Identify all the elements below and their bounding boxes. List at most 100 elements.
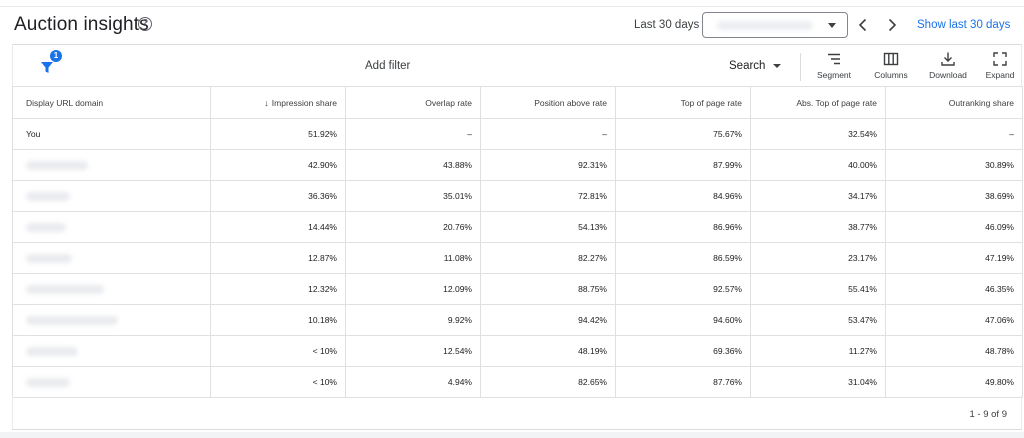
column-header-label: Impression share (271, 97, 337, 108)
auction-insights-table: Display URL domain ↓ Impression share Ove… (12, 86, 1023, 398)
display-url-domain-cell (12, 180, 211, 212)
column-header-top-of-page-rate[interactable]: Top of page rate (615, 86, 751, 119)
table-row: < 10% 4.94% 82.65% 87.76% 31.04% 49.80% (12, 366, 1023, 398)
column-header-position-above-rate[interactable]: Position above rate (480, 86, 616, 119)
metric-cell: 11.08% (345, 242, 481, 274)
segment-button[interactable]: Segment (807, 51, 861, 85)
metric-cell: 94.42% (480, 304, 616, 336)
date-range-label: Last 30 days (634, 19, 700, 31)
metric-cell: 38.77% (750, 211, 886, 243)
metric-cell: 36.36% (210, 180, 346, 212)
table-row: 12.87% 11.08% 82.27% 86.59% 23.17% 47.19% (12, 242, 1023, 274)
metric-cell: 86.59% (615, 242, 751, 274)
column-header-label: Position above rate (534, 97, 607, 108)
metric-cell: 84.96% (615, 180, 751, 212)
sort-descending-icon: ↓ (264, 97, 269, 108)
metric-cell: 92.57% (615, 273, 751, 305)
display-url-domain-cell (12, 366, 211, 398)
filter-icon[interactable] (39, 55, 59, 77)
metric-cell: – (885, 118, 1023, 150)
metric-cell: 55.41% (750, 273, 886, 305)
metric-cell: – (480, 118, 616, 150)
segment-label: Segment (816, 70, 852, 80)
column-header-overlap-rate[interactable]: Overlap rate (345, 86, 481, 119)
metric-cell: 82.27% (480, 242, 616, 274)
download-label: Download (929, 70, 967, 80)
network-select[interactable]: Search (729, 60, 782, 72)
pagination-info: 1 - 9 of 9 (969, 409, 1008, 420)
add-filter-button[interactable]: Add filter (365, 60, 411, 72)
column-header-label: Top of page rate (680, 97, 742, 108)
column-header-label: Abs. Top of page rate (796, 97, 877, 108)
table-footer: 1 - 9 of 9 (12, 396, 1022, 430)
expand-button[interactable]: Expand (973, 51, 1024, 85)
metric-cell: 48.78% (885, 335, 1023, 367)
metric-cell: 72.81% (480, 180, 616, 212)
filter-count-badge: 1 (50, 50, 62, 62)
metric-cell: 94.60% (615, 304, 751, 336)
metric-cell: < 10% (210, 366, 346, 398)
redacted-domain (26, 347, 78, 357)
chevron-left-icon[interactable] (855, 16, 871, 34)
show-last-30-days-link[interactable]: Show last 30 days (917, 19, 1011, 31)
metric-cell: 40.00% (750, 149, 886, 181)
display-url-domain-cell (12, 273, 211, 305)
metric-cell: 54.13% (480, 211, 616, 243)
metric-cell: – (345, 118, 481, 150)
redacted-domain (26, 192, 70, 202)
metric-cell: 46.35% (885, 273, 1023, 305)
column-header-impression-share[interactable]: ↓ Impression share (210, 86, 346, 119)
redacted-domain (26, 223, 66, 233)
metric-cell: 47.19% (885, 242, 1023, 274)
metric-cell: 51.92% (210, 118, 346, 150)
columns-button[interactable]: Columns (864, 51, 918, 85)
table-row: 14.44% 20.76% 54.13% 86.96% 38.77% 46.09% (12, 211, 1023, 243)
chevron-right-icon[interactable] (884, 16, 900, 34)
metric-cell: 53.47% (750, 304, 886, 336)
column-header-label: Overlap rate (425, 97, 472, 108)
column-header-label: Outranking share (948, 97, 1014, 108)
metric-cell: 43.88% (345, 149, 481, 181)
column-header-abs-top-of-page-rate[interactable]: Abs. Top of page rate (750, 86, 886, 119)
table-body: You 51.92% – –75.67% 32.54% –42.90% 43.88% 92.3… (12, 118, 1023, 398)
display-url-domain-cell (12, 242, 211, 274)
redacted-domain (26, 254, 72, 264)
columns-icon (883, 52, 899, 66)
metric-cell: 49.80% (885, 366, 1023, 398)
display-url-domain-cell (12, 211, 211, 243)
display-url-domain-cell (12, 304, 211, 336)
table-row: 42.90% 43.88% 92.31% 87.99% 40.00% 30.89% (12, 149, 1023, 181)
segment-icon (828, 53, 840, 65)
metric-cell: 92.31% (480, 149, 616, 181)
metric-cell: 86.96% (615, 211, 751, 243)
metric-cell: 12.54% (345, 335, 481, 367)
metric-cell: 35.01% (345, 180, 481, 212)
table-header-row: Display URL domain ↓ Impression share Ove… (12, 86, 1023, 119)
column-header-display-url-domain[interactable]: Display URL domain (12, 86, 211, 119)
date-range-select[interactable] (702, 12, 848, 38)
caret-down-icon (828, 23, 836, 28)
metric-cell: 87.76% (615, 366, 751, 398)
toolbar-divider (800, 53, 801, 81)
metric-cell: 75.67% (615, 118, 751, 150)
display-url-domain-cell: You (12, 118, 211, 150)
table-row: 36.36% 35.01% 72.81% 84.96% 34.17% 38.69% (12, 180, 1023, 212)
help-icon[interactable]: ? (138, 17, 152, 31)
metric-cell: 47.06% (885, 304, 1023, 336)
metric-cell: 32.54% (750, 118, 886, 150)
metric-cell: 11.27% (750, 335, 886, 367)
table-toolbar: 1 Add filter Search Segment Columns Down… (12, 44, 1022, 86)
metric-cell: 23.17% (750, 242, 886, 274)
redacted-domain (26, 285, 104, 295)
metric-cell: 31.04% (750, 366, 886, 398)
metric-cell: 9.92% (345, 304, 481, 336)
download-button[interactable]: Download (921, 51, 975, 85)
metric-cell: 12.32% (210, 273, 346, 305)
metric-cell: 34.17% (750, 180, 886, 212)
display-url-domain-cell (12, 149, 211, 181)
metric-cell: 46.09% (885, 211, 1023, 243)
column-header-outranking-share[interactable]: Outranking share (885, 86, 1023, 119)
column-header-label: Display URL domain (26, 97, 104, 108)
display-url-domain-cell (12, 335, 211, 367)
metric-cell: < 10% (210, 335, 346, 367)
